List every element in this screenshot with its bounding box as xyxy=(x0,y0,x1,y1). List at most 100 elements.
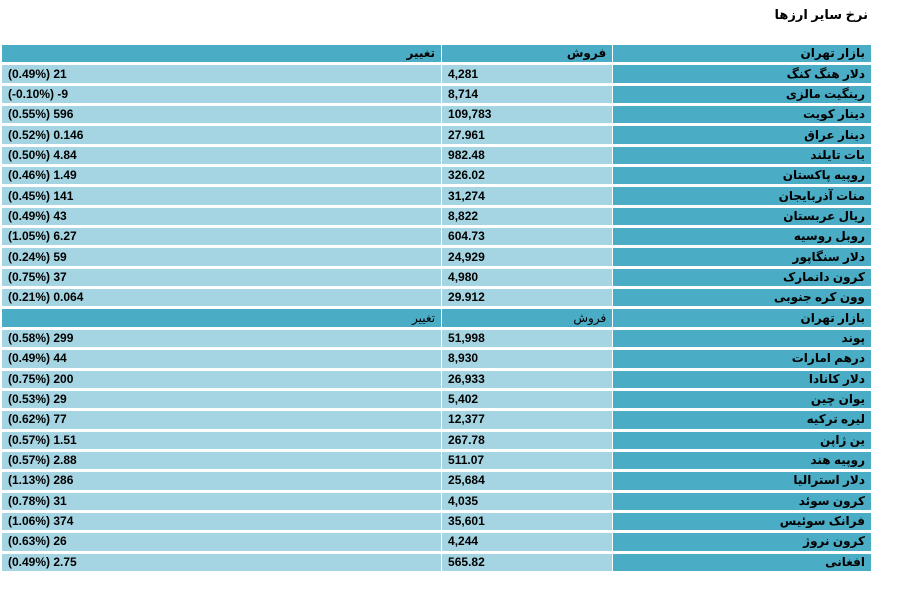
table-row: فرانک سوئیس 35,601 374 (1.06%) xyxy=(2,512,871,531)
currency-rates-table: بازار تهران فروش تغییر دلار هنگ کنگ 4,281… xyxy=(1,42,872,574)
sell-price: 29.912 xyxy=(442,289,613,307)
sell-price: 982.48 xyxy=(442,146,613,165)
table-row: رینگیت مالزی 8,714 9- (0.10%-) xyxy=(2,85,871,104)
sell-price: 4,980 xyxy=(442,268,613,287)
currency-name: کرون سوئد xyxy=(613,492,871,510)
currency-name: دینار کویت xyxy=(613,106,871,124)
sell-price: 8,930 xyxy=(442,350,613,368)
table-row: روپیه هند 511.07 2.88 (0.57%) xyxy=(2,451,871,470)
price-change: 44 (0.49%) xyxy=(2,350,442,368)
price-change: 43 (0.49%) xyxy=(2,207,442,226)
currency-name: دینار عراق xyxy=(613,126,871,144)
sell-price: 31,274 xyxy=(442,187,613,205)
price-change: 9- (0.10%-) xyxy=(2,85,442,104)
price-change: 2.75 (0.49%) xyxy=(2,553,442,571)
table-row: دلار سنگاپور 24,929 59 (0.24%) xyxy=(2,248,871,266)
sell-price: 5,402 xyxy=(442,390,613,409)
currency-name: یوان چین xyxy=(613,390,871,409)
currency-name: منات آذربایجان xyxy=(613,187,871,205)
sell-price: 12,377 xyxy=(442,411,613,429)
currency-name: بات تایلند xyxy=(613,146,871,165)
price-change: 77 (0.62%) xyxy=(2,411,442,429)
price-change: 26 (0.63%) xyxy=(2,533,442,551)
table-row: کرون دانمارک 4,980 37 (0.75%) xyxy=(2,268,871,287)
table-subheader-row: بازار تهران فروش تغییر xyxy=(2,309,871,327)
sell-price: 4,035 xyxy=(442,492,613,510)
table-row: بات تایلند 982.48 4.84 (0.50%) xyxy=(2,146,871,165)
sell-price: 35,601 xyxy=(442,512,613,531)
table-row: ریال عربستان 8,822 43 (0.49%) xyxy=(2,207,871,226)
table-header-row: بازار تهران فروش تغییر xyxy=(2,45,871,63)
table-row: دینار عراق 27.961 0.146 (0.52%) xyxy=(2,126,871,144)
currency-name: ین ژاپن xyxy=(613,431,871,449)
currency-name: پوند xyxy=(613,329,871,348)
table-row: دلار هنگ کنگ 4,281 21 (0.49%) xyxy=(2,65,871,83)
sell-price: 8,714 xyxy=(442,85,613,104)
sell-price: 4,244 xyxy=(442,533,613,551)
price-change: 200 (0.75%) xyxy=(2,370,442,388)
table-row: وون کره جنوبی 29.912 0.064 (0.21%) xyxy=(2,289,871,307)
header-change: تغییر xyxy=(2,45,442,63)
price-change: تغییر xyxy=(2,309,442,327)
table-row: ین ژاپن 267.78 1.51 (0.57%) xyxy=(2,431,871,449)
price-change: 1.51 (0.57%) xyxy=(2,431,442,449)
price-change: 0.146 (0.52%) xyxy=(2,126,442,144)
currency-name: روبل روسیه xyxy=(613,228,871,246)
table-row: کرون سوئد 4,035 31 (0.78%) xyxy=(2,492,871,510)
table-row: درهم امارات 8,930 44 (0.49%) xyxy=(2,350,871,368)
price-change: 59 (0.24%) xyxy=(2,248,442,266)
sell-price: 109,783 xyxy=(442,106,613,124)
price-change: 286 (1.13%) xyxy=(2,472,442,490)
price-change: 21 (0.49%) xyxy=(2,65,442,83)
sell-price: 4,281 xyxy=(442,65,613,83)
price-change: 31 (0.78%) xyxy=(2,492,442,510)
price-change: 596 (0.55%) xyxy=(2,106,442,124)
currency-name: وون کره جنوبی xyxy=(613,289,871,307)
sell-price: فروش xyxy=(442,309,613,327)
currency-name: بازار تهران xyxy=(613,309,871,327)
table-row: دینار کویت 109,783 596 (0.55%) xyxy=(2,106,871,124)
price-change: 37 (0.75%) xyxy=(2,268,442,287)
currency-name: روپیه هند xyxy=(613,451,871,470)
sell-price: 24,929 xyxy=(442,248,613,266)
table-row: پوند 51,998 299 (0.58%) xyxy=(2,329,871,348)
table-row: منات آذربایجان 31,274 141 (0.45%) xyxy=(2,187,871,205)
header-market: بازار تهران xyxy=(613,45,871,63)
table-row: افغانی 565.82 2.75 (0.49%) xyxy=(2,553,871,571)
sell-price: 8,822 xyxy=(442,207,613,226)
price-change: 1.49 (0.46%) xyxy=(2,167,442,185)
currency-name: ریال عربستان xyxy=(613,207,871,226)
currency-name: روپیه پاکستان xyxy=(613,167,871,185)
price-change: 0.064 (0.21%) xyxy=(2,289,442,307)
currency-name: رینگیت مالزی xyxy=(613,85,871,104)
table-row: یوان چین 5,402 29 (0.53%) xyxy=(2,390,871,409)
price-change: 6.27 (1.05%) xyxy=(2,228,442,246)
currency-name: دلار هنگ کنگ xyxy=(613,65,871,83)
currency-name: دلار سنگاپور xyxy=(613,248,871,266)
currency-name: کرون دانمارک xyxy=(613,268,871,287)
currency-name: کرون نروژ xyxy=(613,533,871,551)
table-row: کرون نروژ 4,244 26 (0.63%) xyxy=(2,533,871,551)
sell-price: 25,684 xyxy=(442,472,613,490)
sell-price: 27.961 xyxy=(442,126,613,144)
price-change: 299 (0.58%) xyxy=(2,329,442,348)
sell-price: 511.07 xyxy=(442,451,613,470)
currency-name: درهم امارات xyxy=(613,350,871,368)
price-change: 374 (1.06%) xyxy=(2,512,442,531)
price-change: 29 (0.53%) xyxy=(2,390,442,409)
sell-price: 51,998 xyxy=(442,329,613,348)
price-change: 4.84 (0.50%) xyxy=(2,146,442,165)
currency-name: دلار استرالیا xyxy=(613,472,871,490)
currency-name: دلار کانادا xyxy=(613,370,871,388)
table-row: لیره ترکیه 12,377 77 (0.62%) xyxy=(2,411,871,429)
sell-price: 565.82 xyxy=(442,553,613,571)
page-title: نرخ سایر ارزها xyxy=(774,7,868,22)
header-sell: فروش xyxy=(442,45,613,63)
table-row: روپیه پاکستان 326.02 1.49 (0.46%) xyxy=(2,167,871,185)
sell-price: 604.73 xyxy=(442,228,613,246)
table-row: دلار استرالیا 25,684 286 (1.13%) xyxy=(2,472,871,490)
currency-name: فرانک سوئیس xyxy=(613,512,871,531)
price-change: 2.88 (0.57%) xyxy=(2,451,442,470)
sell-price: 326.02 xyxy=(442,167,613,185)
currency-name: لیره ترکیه xyxy=(613,411,871,429)
